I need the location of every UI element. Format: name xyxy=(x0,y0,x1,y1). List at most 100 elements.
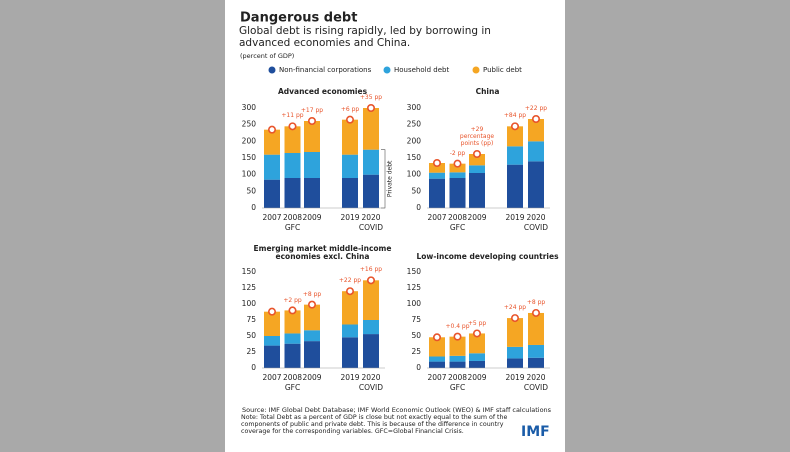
annotation: +6 pp xyxy=(340,105,360,113)
y-tick-label: 125 xyxy=(407,283,422,292)
x-tick-label: 2009 xyxy=(302,213,321,222)
total-marker xyxy=(531,115,540,124)
group-label: GFC xyxy=(450,383,465,392)
y-tick-label: 150 xyxy=(242,153,257,162)
logo: IMF xyxy=(521,424,550,440)
bar-segment xyxy=(429,361,445,368)
y-tick-label: 75 xyxy=(246,315,256,324)
bar-segment xyxy=(528,357,544,368)
y-tick-label: 125 xyxy=(242,283,257,292)
total-marker xyxy=(345,287,354,296)
x-tick-label: 2009 xyxy=(467,373,486,382)
bar-segment xyxy=(528,119,544,142)
legend-swatch xyxy=(268,66,276,74)
x-tick-label: 2009 xyxy=(302,373,321,382)
annotation-box: -2 pp xyxy=(449,149,466,157)
y-tick-label: 0 xyxy=(416,203,421,212)
panel-title: Low-income developing countries xyxy=(416,252,559,262)
y-tick-label: 25 xyxy=(411,347,421,356)
annotation-box: +5 pp xyxy=(467,319,487,327)
bar-segment xyxy=(304,304,320,331)
annotation-box: +29 percentage points (pp) xyxy=(460,126,494,147)
total-marker xyxy=(288,122,297,131)
y-tick-label: 300 xyxy=(242,103,257,112)
total-marker xyxy=(432,333,441,342)
y-tick-label: 75 xyxy=(411,315,421,324)
annotation: +0.4 pp xyxy=(445,322,470,330)
bar-segment xyxy=(528,161,544,208)
bar-segment xyxy=(284,343,301,368)
subtitle-box: Global debt is rising rapidly, led by bo… xyxy=(239,25,491,50)
side-label: Private debt xyxy=(387,160,394,197)
subtitle: Global debt is rising rapidly, led by bo… xyxy=(239,25,491,50)
bar-segment xyxy=(304,330,320,342)
total-marker xyxy=(510,122,519,131)
panel-title: Emerging market middle-income economies … xyxy=(253,243,392,262)
legend-swatch xyxy=(472,66,480,74)
x-tick-label: 2019 xyxy=(340,373,359,382)
bar-segment xyxy=(449,336,466,356)
annotation-box: +22 pp xyxy=(339,277,361,284)
bar-segment xyxy=(429,172,445,179)
total-marker xyxy=(366,104,375,113)
y-tick-label: 0 xyxy=(251,363,256,372)
panel-title-box: Low-income developing countries xyxy=(416,252,559,262)
bar-segment xyxy=(469,333,485,354)
bar-segment xyxy=(528,344,544,358)
x-tick-label: 2008 xyxy=(448,213,467,222)
note-box: Note: Total Debt as a percent of GDP is … xyxy=(241,414,507,435)
bar-segment xyxy=(469,165,485,173)
bar-segment xyxy=(363,108,379,150)
bar-segment xyxy=(342,324,358,338)
y-tick-label: 300 xyxy=(407,103,422,112)
x-tick-label: 2019 xyxy=(505,213,524,222)
total-marker xyxy=(345,115,354,124)
total-marker xyxy=(267,125,276,134)
bar-segment xyxy=(363,149,379,175)
bar-segment xyxy=(284,178,301,208)
group-label: COVID xyxy=(524,223,548,232)
y-tick-label: 150 xyxy=(407,267,422,276)
annotation-box: +22 pp xyxy=(525,105,547,112)
total-marker xyxy=(472,329,481,338)
total-marker xyxy=(366,276,375,285)
annotation-box: +6 pp xyxy=(340,105,360,113)
bar-segment xyxy=(342,119,358,155)
bar-segment xyxy=(342,154,358,178)
source: Source: IMF Global Debt Database; IMF Wo… xyxy=(242,406,552,414)
group-label: COVID xyxy=(359,383,383,392)
y-tick-label: 50 xyxy=(411,186,421,195)
bar-segment xyxy=(304,341,320,368)
x-tick-label: 2007 xyxy=(262,373,281,382)
total-marker xyxy=(531,308,540,317)
bar-segment xyxy=(507,146,523,165)
group-label: GFC xyxy=(285,223,300,232)
x-tick-label: 2008 xyxy=(448,373,467,382)
y-tick-label: 25 xyxy=(246,347,256,356)
bar-segment xyxy=(528,312,544,345)
annotation: +2 pp xyxy=(283,296,302,304)
bar-segment xyxy=(363,280,379,320)
bar-segment xyxy=(363,174,379,208)
x-tick-label: 2008 xyxy=(283,213,302,222)
annotation-box: +24 pp xyxy=(504,304,526,311)
annotation: +5 pp xyxy=(467,319,487,327)
bar-segment xyxy=(284,310,301,334)
annotation: -2 pp xyxy=(449,149,466,157)
total-marker xyxy=(472,150,481,159)
bar-segment xyxy=(284,126,301,153)
bar-segment xyxy=(507,346,523,359)
x-tick-label: 2020 xyxy=(526,213,545,222)
x-tick-label: 2009 xyxy=(467,213,486,222)
bar-segment xyxy=(429,163,445,173)
x-tick-label: 2007 xyxy=(262,213,281,222)
bar-segment xyxy=(429,178,445,208)
legend-swatch xyxy=(383,66,391,74)
legend-label: Household debt xyxy=(394,66,449,74)
y-tick-label: 200 xyxy=(242,136,257,145)
group-label: COVID xyxy=(524,383,548,392)
x-tick-label: 2019 xyxy=(340,213,359,222)
legend-label: Non-financial corporations xyxy=(279,66,372,74)
group-label: COVID xyxy=(359,223,383,232)
